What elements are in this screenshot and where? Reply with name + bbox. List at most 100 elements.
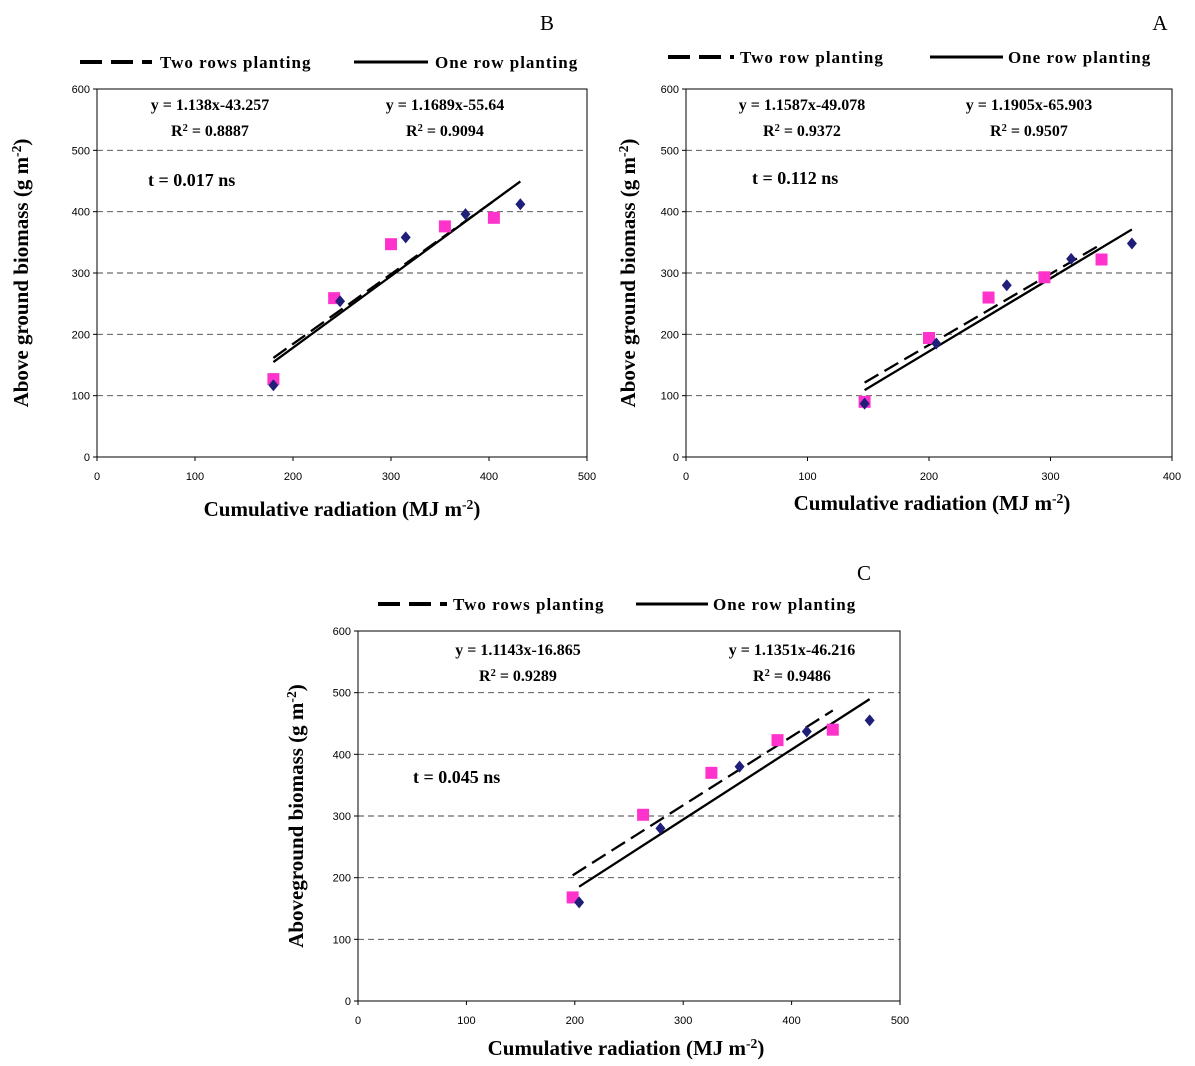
y-tick-label: 600 xyxy=(333,626,351,638)
r-squared-label: R2 = 0.9486 xyxy=(753,668,831,686)
data-point-diamond xyxy=(574,896,585,909)
data-point-diamond xyxy=(515,198,526,211)
x-axis-label: Cumulative radiation (MJ m-2) xyxy=(794,491,1071,516)
data-point-square xyxy=(566,891,579,904)
trendline-one-row xyxy=(578,698,871,888)
y-axis-label: Aboveground biomass (g m-2) xyxy=(284,684,309,948)
y-tick-label: 0 xyxy=(345,996,351,1008)
y-tick-label: 0 xyxy=(84,452,90,464)
y-tick-label: 300 xyxy=(333,811,351,823)
y-tick-label: 600 xyxy=(72,84,90,96)
data-point-square xyxy=(1038,271,1051,284)
y-tick-label: 100 xyxy=(661,391,679,403)
x-tick-label: 400 xyxy=(782,1015,800,1027)
data-point-square xyxy=(637,808,650,821)
t-test-label: t = 0.045 ns xyxy=(413,767,500,787)
x-tick-label: 200 xyxy=(566,1015,584,1027)
x-tick-label: 200 xyxy=(284,471,302,483)
legend-label: Two rows planting xyxy=(453,595,604,614)
y-tick-label: 500 xyxy=(333,688,351,700)
y-tick-label: 600 xyxy=(661,84,679,96)
y-tick-label: 0 xyxy=(673,452,679,464)
legend-label: Two rows planting xyxy=(160,53,311,72)
regression-equation: y = 1.138x-43.257 xyxy=(151,97,269,114)
data-point-square xyxy=(923,332,935,345)
y-tick-label: 400 xyxy=(661,207,679,219)
r-squared-label: R2 = 0.9507 xyxy=(990,123,1068,141)
regression-equation: y = 1.1143x-16.865 xyxy=(455,642,581,659)
data-point-square xyxy=(487,211,500,224)
data-point-square xyxy=(705,766,718,779)
y-tick-label: 500 xyxy=(72,145,90,157)
trendline-two-rows xyxy=(572,709,834,877)
x-tick-label: 500 xyxy=(578,471,596,483)
data-point-square xyxy=(438,220,451,233)
y-tick-label: 400 xyxy=(72,207,90,219)
x-tick-label: 100 xyxy=(798,471,816,483)
data-point-square xyxy=(771,734,784,747)
data-point-square xyxy=(385,238,397,251)
data-point-diamond xyxy=(801,725,812,738)
t-test-label: t = 0.017 ns xyxy=(148,170,235,190)
data-point-diamond xyxy=(268,379,279,392)
x-tick-label: 300 xyxy=(674,1015,692,1027)
data-point-diamond xyxy=(1001,279,1012,292)
x-tick-label: 100 xyxy=(457,1015,475,1027)
y-tick-label: 300 xyxy=(72,268,90,280)
y-tick-label: 300 xyxy=(661,268,679,280)
y-tick-label: 200 xyxy=(333,873,351,885)
data-point-diamond xyxy=(1066,252,1077,265)
y-axis-label: Above ground biomass (g m-2) xyxy=(616,139,641,408)
y-tick-label: 200 xyxy=(661,329,679,341)
data-point-diamond xyxy=(931,337,942,350)
data-point-diamond xyxy=(734,760,745,773)
legend-label: One row planting xyxy=(713,595,856,614)
data-point-diamond xyxy=(460,208,471,221)
x-tick-label: 400 xyxy=(480,471,498,483)
r-squared-label: R2 = 0.9094 xyxy=(406,123,484,141)
x-axis-label: Cumulative radiation (MJ m-2) xyxy=(488,1036,765,1061)
chart-panel-c: C Two rows planting One row planting 0 100 20… xyxy=(284,561,910,1060)
y-tick-label: 500 xyxy=(661,145,679,157)
regression-equation: y = 1.1905x-65.903 xyxy=(966,97,1092,114)
trendline-one-row xyxy=(864,228,1133,392)
x-tick-label: 100 xyxy=(186,471,204,483)
regression-equation: y = 1.1689x-55.64 xyxy=(386,97,504,114)
r-squared-label: R2 = 0.8887 xyxy=(171,123,249,141)
x-tick-label: 0 xyxy=(355,1015,361,1027)
data-point-diamond xyxy=(655,822,666,835)
x-tick-label: 0 xyxy=(683,471,689,483)
data-point-diamond xyxy=(1126,237,1137,250)
y-axis-label: Above ground biomass (g m-2) xyxy=(9,139,34,408)
x-tick-label: 500 xyxy=(891,1015,909,1027)
x-axis-label: Cumulative radiation (MJ m-2) xyxy=(204,497,481,522)
y-tick-label: 200 xyxy=(72,329,90,341)
x-tick-label: 300 xyxy=(1041,471,1059,483)
x-tick-label: 200 xyxy=(920,471,938,483)
y-tick-label: 400 xyxy=(333,749,351,761)
t-test-label: t = 0.112 ns xyxy=(752,168,838,188)
chart-panel-b: B Two rows planting One row planting 0 100 20… xyxy=(9,11,597,521)
regression-equation: y = 1.1587x-49.078 xyxy=(739,97,865,114)
panel-label: A xyxy=(1152,11,1168,35)
data-point-diamond xyxy=(864,714,875,727)
y-tick-label: 100 xyxy=(333,934,351,946)
trendline-one-row xyxy=(272,180,522,364)
panel-label: C xyxy=(857,561,871,585)
r-squared-label: R2 = 0.9372 xyxy=(763,123,841,141)
data-point-square xyxy=(826,723,839,736)
r-squared-label: R2 = 0.9289 xyxy=(479,668,557,686)
data-point-diamond xyxy=(400,231,411,244)
chart-panel-a: A Two row planting One row planting 0 100 200… xyxy=(616,11,1182,515)
data-point-square xyxy=(267,373,280,386)
trendline-two-rows xyxy=(864,243,1103,384)
legend-label: Two row planting xyxy=(740,48,884,67)
data-point-square xyxy=(1095,253,1108,266)
legend-label: One row planting xyxy=(1008,48,1151,67)
data-point-diamond xyxy=(859,397,870,410)
data-point-diamond xyxy=(335,295,346,308)
panel-label: B xyxy=(540,11,554,35)
x-tick-label: 300 xyxy=(382,471,400,483)
legend-label: One row planting xyxy=(435,53,578,72)
